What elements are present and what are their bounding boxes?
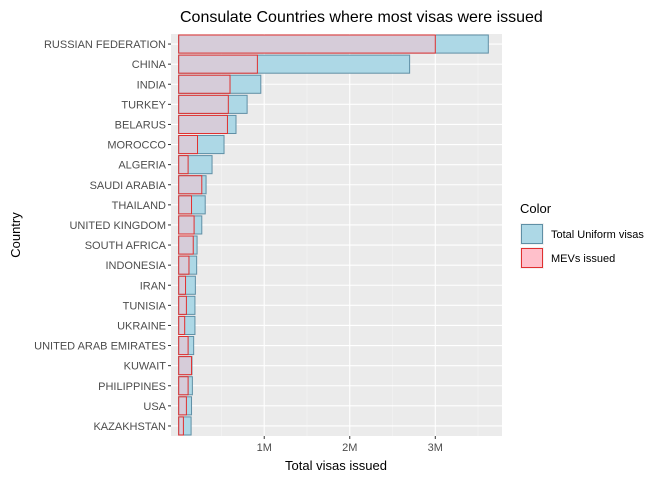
y-tick-label: RUSSIAN FEDERATION <box>44 39 166 51</box>
y-axis-ticks: RUSSIAN FEDERATION CHINA INDIA TURKEY BELARU… <box>34 39 171 433</box>
bar-mevs-issued <box>178 295 187 315</box>
y-tick-label: MOROCCO <box>107 140 166 152</box>
y-tick-label: THAILAND <box>112 200 166 212</box>
y-axis-label: Country <box>8 212 23 258</box>
y-tick-label: INDIA <box>137 79 167 91</box>
bar-mevs-issued <box>178 175 203 195</box>
legend-entry-label: Total Uniform visas <box>551 229 644 241</box>
bar-mevs-issued <box>178 215 195 235</box>
bar-mevs-issued <box>178 94 229 114</box>
x-axis-label: Total visas issued <box>285 458 387 473</box>
bar-mevs-issued <box>178 376 189 396</box>
bar-mevs-issued <box>178 416 184 436</box>
bar-mevs-issued <box>178 315 186 335</box>
bars <box>178 34 489 436</box>
bar-mevs-issued <box>178 135 199 155</box>
bar-mevs-issued <box>178 255 190 275</box>
bar-mevs-issued <box>178 396 187 416</box>
x-tick-label: 2M <box>342 442 357 454</box>
y-tick-label: ALGERIA <box>118 160 166 172</box>
bar-mevs-issued <box>178 34 436 54</box>
bar-mevs-issued <box>178 356 193 376</box>
y-tick-label: BELARUS <box>115 119 166 131</box>
y-tick-label: UNITED KINGDOM <box>69 220 166 232</box>
y-tick-label: USA <box>143 401 166 413</box>
bar-mevs-issued <box>178 275 187 295</box>
x-tick-label: 3M <box>428 442 443 454</box>
legend-entry-label: MEVs issued <box>551 253 615 265</box>
y-tick-label: IRAN <box>140 280 166 292</box>
legend-title: Color <box>520 201 552 216</box>
plot-panel <box>171 34 502 436</box>
y-tick-label: CHINA <box>132 59 167 71</box>
legend-key-swatch <box>521 224 543 244</box>
y-tick-label: SAUDI ARABIA <box>90 180 167 192</box>
y-tick-label: INDONESIA <box>105 260 166 272</box>
bar-mevs-issued <box>178 114 228 134</box>
legend-key-swatch <box>521 248 543 268</box>
y-tick-label: SOUTH AFRICA <box>85 240 167 252</box>
y-tick-label: KAZAKHSTAN <box>93 421 166 433</box>
bar-mevs-issued <box>178 74 231 94</box>
bar-mevs-issued <box>178 195 193 215</box>
bar-mevs-issued <box>178 155 189 175</box>
x-axis-ticks: 1M 2M 3M <box>257 436 443 454</box>
x-tick-label: 1M <box>257 442 272 454</box>
bar-mevs-issued <box>178 336 189 356</box>
bar-mevs-issued <box>178 54 258 74</box>
y-tick-label: UNITED ARAB EMIRATES <box>34 341 166 353</box>
y-tick-label: PHILIPPINES <box>98 381 166 393</box>
y-tick-label: KUWAIT <box>124 361 167 373</box>
y-tick-label: UKRAINE <box>117 320 166 332</box>
y-tick-label: TUNISIA <box>123 300 167 312</box>
chart-title: Consulate Countries where most visas wer… <box>180 9 543 26</box>
legend: Color Total Uniform visas MEVs issued <box>520 201 644 269</box>
bar-mevs-issued <box>178 235 194 255</box>
y-tick-label: TURKEY <box>121 99 166 111</box>
